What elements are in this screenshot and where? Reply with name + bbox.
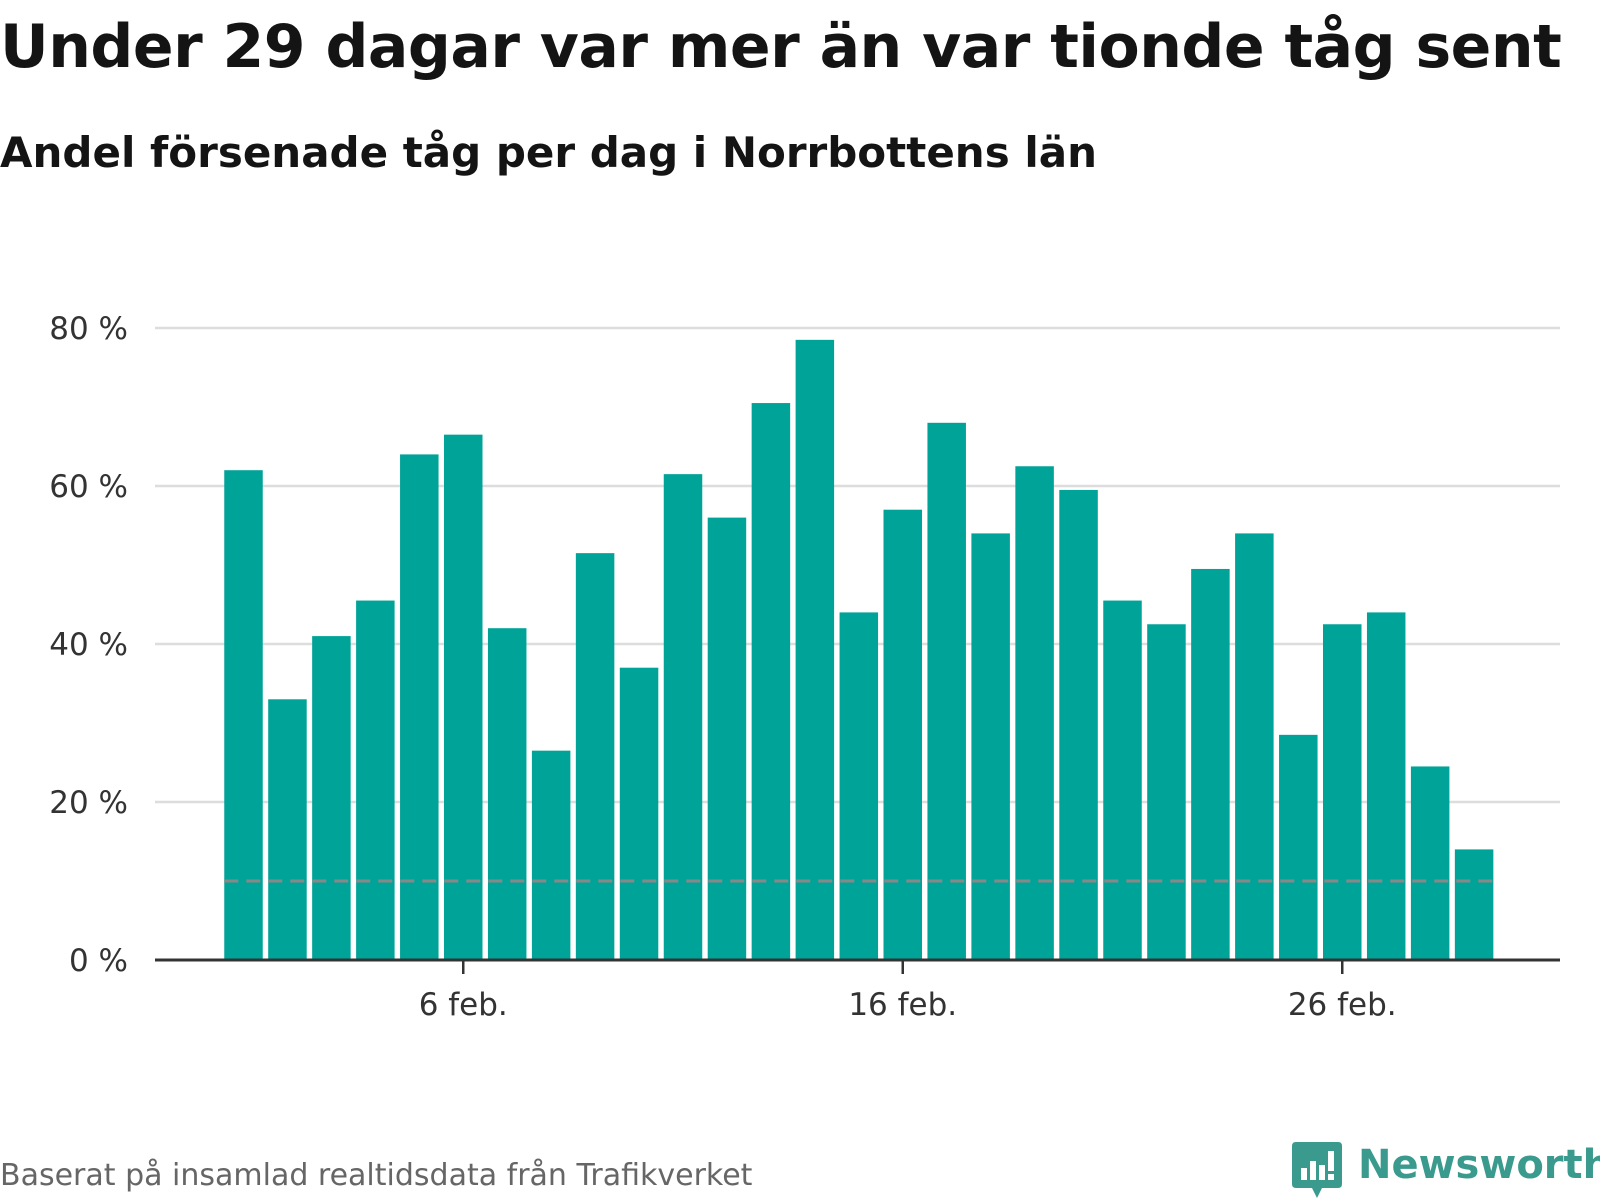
y-tick-label: 80 % <box>49 311 128 347</box>
source-note: Baserat på insamlad realtidsdata från Tr… <box>0 1158 753 1193</box>
bars <box>224 339 1494 961</box>
bar <box>619 667 659 960</box>
bar <box>839 612 879 960</box>
chart-title: Under 29 dagar var mer än var tionde tåg… <box>0 12 1562 82</box>
bar <box>1366 612 1406 960</box>
bar <box>883 509 922 960</box>
bar <box>224 470 263 960</box>
brand-logo[interactable]: Newsworthy <box>1292 1140 1600 1200</box>
bar <box>971 533 1010 960</box>
bar <box>1454 849 1494 960</box>
bar <box>575 553 615 960</box>
brand-name: Newsworthy <box>1358 1142 1600 1188</box>
bar <box>531 750 571 960</box>
bar <box>663 474 703 960</box>
bar <box>927 422 966 960</box>
y-tick-label: 0 % <box>69 943 128 979</box>
bar <box>312 636 351 960</box>
bar <box>1191 568 1230 960</box>
y-tick-label: 20 % <box>49 785 128 821</box>
bar <box>1323 624 1362 960</box>
bar <box>1103 600 1142 960</box>
bar <box>1235 533 1274 960</box>
x-tick-label: 26 feb. <box>1288 987 1397 1023</box>
axes <box>155 958 1560 974</box>
bar <box>268 699 307 960</box>
bar <box>751 403 791 960</box>
newsworthy-logo-icon <box>1292 1142 1342 1198</box>
bar <box>1147 624 1186 960</box>
chart-subtitle: Andel försenade tåg per dag i Norrbotten… <box>0 128 1097 177</box>
bar <box>795 339 835 961</box>
bar-chart: 0 % 20 % 40 % 60 % 80 % 6 feb. 16 feb. 26 feb. <box>49 311 1560 1023</box>
y-tick-label: 60 % <box>49 469 128 505</box>
bar <box>1410 766 1450 960</box>
bar <box>356 600 395 960</box>
bar <box>487 628 527 960</box>
tick-labels: 0 % 20 % 40 % 60 % 80 % 6 feb. 16 feb. 26 feb. <box>49 311 1396 1023</box>
bar <box>707 517 747 960</box>
x-tick-label: 6 feb. <box>419 987 508 1023</box>
bar <box>1059 489 1098 960</box>
bar <box>1279 734 1318 960</box>
bar <box>400 454 439 960</box>
bar <box>1015 466 1054 960</box>
bar <box>444 434 483 960</box>
y-tick-label: 40 % <box>49 627 128 663</box>
x-tick-label: 16 feb. <box>848 987 957 1023</box>
